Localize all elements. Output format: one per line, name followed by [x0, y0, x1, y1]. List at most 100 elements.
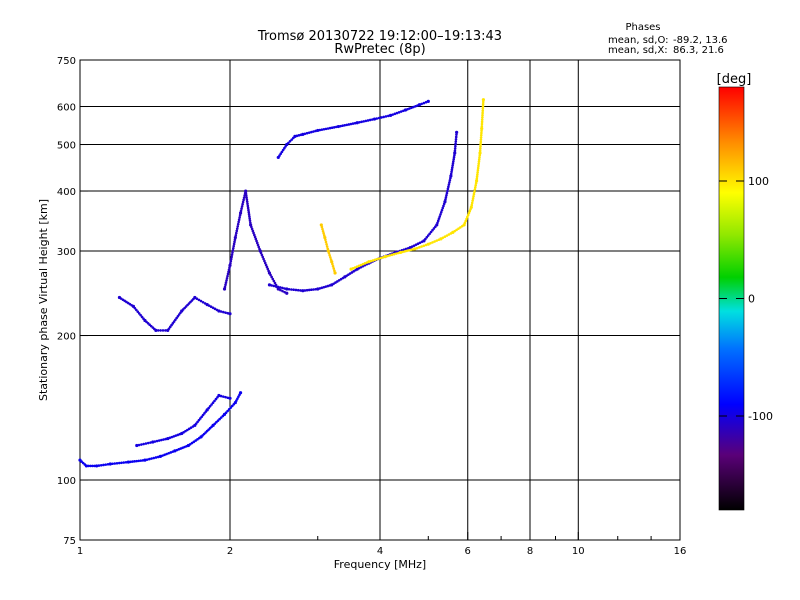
colorbar-tick-label: -100: [748, 410, 773, 423]
trace-fill-point: [224, 281, 228, 284]
data-points: [78, 98, 485, 468]
trace-fill-point: [466, 213, 470, 217]
trace-fill-point: [165, 452, 168, 456]
trace-fill-point: [447, 233, 451, 236]
trace-fill-point: [279, 288, 282, 292]
trace-fill-point: [244, 191, 248, 195]
trace-fill-point: [479, 133, 483, 137]
trace-fill-point: [326, 284, 330, 288]
trace-fill-point: [232, 242, 236, 246]
trace-fill-point: [359, 265, 363, 269]
trace-fill-point: [208, 404, 212, 408]
trace-fill-point: [450, 166, 454, 169]
trace-fill-point: [190, 441, 194, 445]
trace-fill-point: [163, 453, 166, 457]
trace-fill-point: [140, 443, 143, 446]
trace-fill-point: [237, 220, 240, 224]
trace-fill-point: [115, 461, 119, 465]
trace-fill-point: [231, 251, 234, 254]
trace-point: [443, 200, 447, 204]
trace-fill-point: [395, 111, 399, 115]
trace-point: [143, 458, 147, 462]
trace-fill-point: [466, 215, 469, 219]
trace-fill-point: [269, 273, 272, 277]
trace-fill-point: [322, 285, 326, 289]
trace-fill-point: [481, 105, 485, 108]
trace-point: [217, 393, 221, 398]
trace-fill-point: [361, 262, 365, 266]
trace-fill-point: [216, 419, 220, 422]
trace-fill-point: [307, 131, 311, 134]
trace-fill-point: [122, 461, 126, 464]
trace-fill-point: [330, 126, 334, 130]
trace-fill-point: [467, 211, 471, 215]
trace-fill-point: [310, 130, 313, 134]
trace-fill-point: [229, 259, 233, 263]
trace-fill-point: [120, 461, 123, 465]
trace-point: [301, 289, 305, 293]
trace-fill-point: [332, 126, 336, 129]
trace-fill-point: [405, 249, 409, 253]
trace-point: [135, 443, 139, 448]
trace-point: [285, 287, 289, 291]
trace-fill-point: [237, 395, 240, 398]
trace-fill-point: [252, 231, 255, 235]
trace-fill-point: [290, 288, 293, 291]
trace-fill-point: [481, 107, 485, 110]
trace-fill-point: [343, 123, 346, 127]
trace-fill-point: [384, 115, 388, 118]
trace-fill-point: [325, 242, 328, 246]
trace-fill-point: [156, 329, 160, 332]
trace-fill-point: [213, 307, 217, 311]
trace-fill-point: [253, 235, 257, 239]
trace-fill-point: [435, 239, 438, 242]
trace-fill-point: [240, 205, 244, 208]
trace-fill-point: [229, 261, 232, 265]
trace-point: [108, 462, 112, 466]
trace-fill-point: [442, 204, 445, 208]
trace-fill-point: [420, 102, 423, 106]
trace-fill-point: [341, 124, 344, 128]
trace-fill-point: [237, 218, 241, 222]
trace-fill-point: [124, 461, 128, 464]
trace-fill-point: [406, 107, 409, 111]
trace-point: [480, 126, 484, 131]
trace-fill-point: [303, 289, 307, 292]
trace-fill-point: [324, 240, 328, 244]
colorbar-tick-label: 100: [748, 175, 769, 188]
colorbar-tick-label: 0: [748, 293, 755, 306]
trace-fill-point: [481, 100, 485, 104]
trace-fill-point: [242, 196, 246, 199]
trace-fill-point: [478, 156, 481, 159]
trace-fill-point: [480, 124, 484, 128]
trace-fill-point: [360, 120, 363, 124]
trace-fill-point: [477, 164, 480, 168]
trace-fill-point: [194, 439, 197, 442]
trace-fill-point: [288, 139, 292, 143]
trace-fill-point: [232, 244, 235, 248]
trace-fill-point: [287, 287, 291, 291]
trace-fill-point: [480, 122, 484, 126]
trace-fill-point: [459, 226, 462, 229]
trace-fill-point: [224, 411, 228, 415]
trace-fill-point: [111, 462, 114, 466]
trace-point: [193, 295, 197, 300]
trace-fill-point: [410, 245, 414, 248]
trace-point: [238, 211, 243, 215]
x-tick-label: 4: [377, 546, 383, 557]
trace-fill-point: [154, 456, 158, 459]
trace-fill-point: [294, 288, 298, 292]
trace-fill-point: [475, 177, 479, 181]
trace-fill-point: [297, 134, 301, 137]
trace-fill-point: [351, 267, 355, 270]
trace-fill-point: [236, 397, 239, 400]
trace-point: [285, 291, 289, 295]
trace-fill-point: [479, 136, 483, 139]
trace-fill-point: [377, 257, 381, 260]
trace-fill-point: [245, 200, 249, 203]
trace-fill-point: [226, 274, 229, 278]
trace-fill-point: [455, 228, 458, 232]
trace-fill-point: [415, 246, 419, 250]
trace-fill-point: [355, 265, 359, 268]
trace-fill-point: [262, 257, 265, 261]
